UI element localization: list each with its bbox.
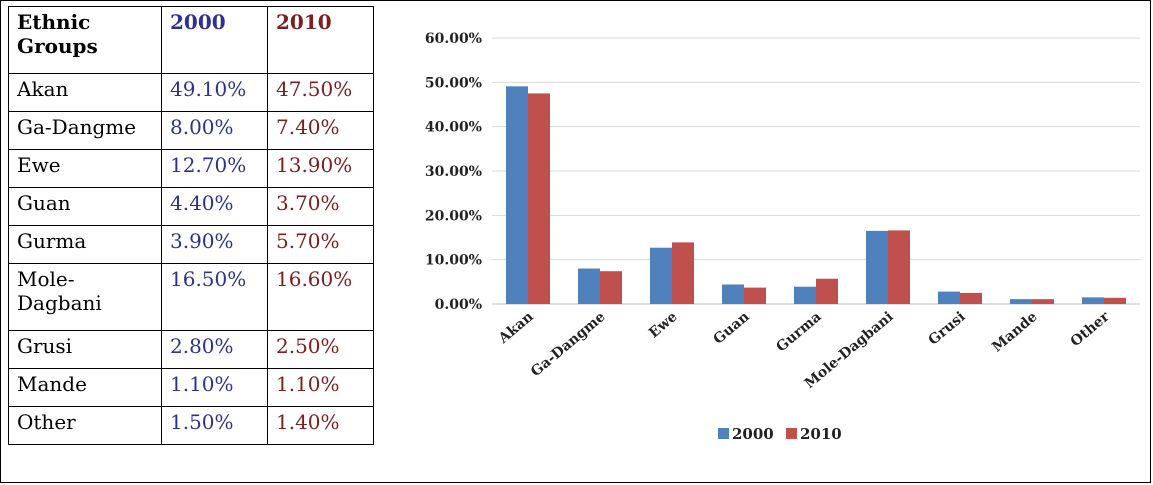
y-tick-label: 20.00%	[425, 208, 482, 224]
value-2000: 16.50%	[161, 263, 268, 331]
bar-2000	[866, 230, 888, 304]
group-name: Gurma	[8, 225, 162, 264]
bar-2010	[1104, 297, 1126, 304]
value-2010: 13.90%	[267, 149, 374, 188]
legend-label-2010: 2010	[800, 425, 842, 443]
value-2000: 49.10%	[161, 73, 268, 112]
table-row: Mande 1.10% 1.10%	[8, 368, 374, 407]
bar-2000	[1010, 299, 1032, 304]
x-tick-label: Ewe	[646, 309, 681, 342]
value-2000: 12.70%	[161, 149, 268, 188]
value-2000: 1.50%	[161, 406, 268, 445]
bar-2010	[744, 287, 766, 304]
group-name: Mole-Dagbani	[8, 263, 162, 331]
value-2010: 1.10%	[267, 368, 374, 407]
bar-2000	[650, 247, 672, 304]
group-name: Mande	[8, 368, 162, 407]
bar-2010	[1032, 299, 1054, 304]
table-row: Gurma 3.90% 5.70%	[8, 225, 374, 264]
value-2000: 3.90%	[161, 225, 268, 264]
table-row: Grusi 2.80% 2.50%	[8, 330, 374, 369]
table-row: Guan 4.40% 3.70%	[8, 187, 374, 226]
bar-2000	[578, 268, 600, 304]
x-tick-label: Ga-Dangme	[528, 309, 609, 380]
bar-2010	[816, 278, 838, 304]
table-row: Ewe 12.70% 13.90%	[8, 149, 374, 188]
value-2000: 2.80%	[161, 330, 268, 369]
y-tick-label: 60.00%	[425, 31, 482, 47]
group-name: Grusi	[8, 330, 162, 369]
x-tick-label: Grusi	[926, 309, 969, 349]
group-name: Guan	[8, 187, 162, 226]
y-tick-label: 10.00%	[425, 253, 482, 269]
table-row: Mole-Dagbani 16.50% 16.60%	[8, 263, 374, 331]
y-tick-label: 0.00%	[435, 297, 482, 313]
value-2010: 1.40%	[267, 406, 374, 445]
bar-2010	[960, 292, 982, 304]
value-2000: 1.10%	[161, 368, 268, 407]
value-2000: 8.00%	[161, 111, 268, 150]
x-tick-label: Mande	[989, 309, 1040, 356]
bar-2000	[722, 284, 744, 304]
bar-2010	[672, 242, 694, 304]
bar-2000	[938, 291, 960, 304]
legend-label-2000: 2000	[732, 425, 774, 443]
value-2010: 16.60%	[267, 263, 374, 331]
ethnic-groups-table: Ethnic Groups 2000 2010 Akan 49.10% 47.5…	[8, 6, 374, 445]
table-header-row: Ethnic Groups 2000 2010	[8, 6, 374, 74]
y-tick-label: 40.00%	[425, 120, 482, 136]
x-tick-label: Akan	[495, 309, 537, 347]
value-2010: 47.50%	[267, 73, 374, 112]
x-tick-label: Gurma	[773, 309, 824, 356]
group-name: Other	[8, 406, 162, 445]
x-tick-label: Guan	[711, 309, 753, 348]
bar-2010	[528, 93, 550, 305]
y-tick-label: 50.00%	[425, 75, 482, 91]
bar-2000	[506, 86, 528, 304]
x-tick-label: Other	[1068, 308, 1113, 350]
y-tick-label: 30.00%	[425, 164, 482, 180]
header-ethnic-groups: Ethnic Groups	[8, 6, 162, 74]
group-name: Akan	[8, 73, 162, 112]
header-2000: 2000	[161, 6, 268, 74]
value-2010: 7.40%	[267, 111, 374, 150]
legend-swatch-2010	[786, 428, 797, 439]
bar-2010	[600, 271, 622, 304]
value-2010: 3.70%	[267, 187, 374, 226]
bar-2010	[888, 230, 910, 304]
bar-2000	[794, 286, 816, 304]
value-2000: 4.40%	[161, 187, 268, 226]
value-2010: 5.70%	[267, 225, 374, 264]
table-row: Akan 49.10% 47.50%	[8, 73, 374, 112]
table-row: Ga-Dangme 8.00% 7.40%	[8, 111, 374, 150]
bar-2000	[1082, 297, 1104, 304]
group-name: Ewe	[8, 149, 162, 188]
value-2010: 2.50%	[267, 330, 374, 369]
header-2010: 2010	[267, 6, 374, 74]
bar-chart: 0.00% 10.00% 20.00% 30.00% 40.00% 50.00% 60.00…	[425, 31, 1140, 443]
group-name: Ga-Dangme	[8, 111, 162, 150]
legend-swatch-2000	[718, 428, 729, 439]
table-row: Other 1.50% 1.40%	[8, 406, 374, 445]
